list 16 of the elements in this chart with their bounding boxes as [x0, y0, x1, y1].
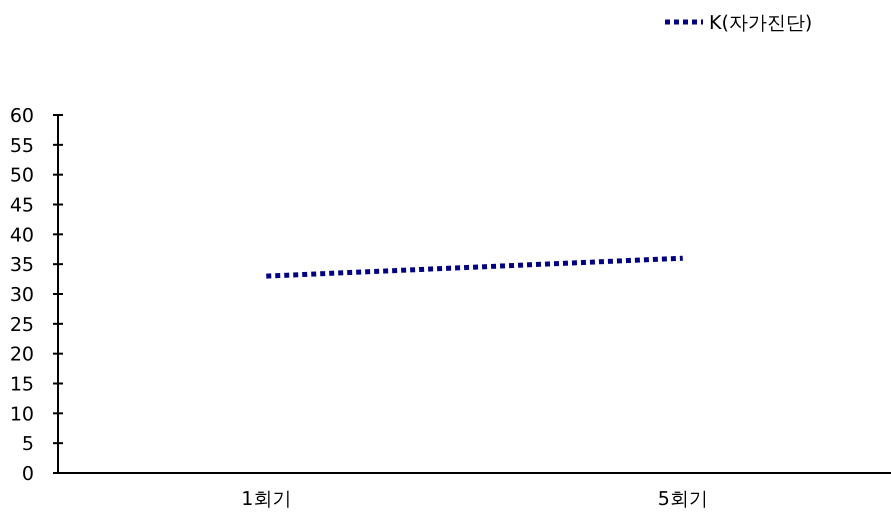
- x-tick-label: 1회기: [241, 488, 292, 510]
- y-tick-label: 55: [10, 134, 34, 157]
- y-tick-label: 35: [10, 254, 34, 276]
- y-tick-label: 5: [22, 433, 34, 456]
- y-tick-label: 60: [10, 105, 34, 127]
- y-tick-label: 40: [10, 224, 34, 246]
- y-tick-label: 0: [22, 463, 34, 485]
- x-tick-label: 5회기: [658, 488, 708, 510]
- y-tick-label: 15: [10, 374, 34, 396]
- y-tick-label: 50: [10, 164, 34, 187]
- y-tick-label: 45: [10, 194, 34, 216]
- y-tick-label: 25: [10, 314, 34, 336]
- y-tick-label: 30: [10, 284, 34, 306]
- y-tick-label: 20: [10, 344, 34, 366]
- y-tick-label: 10: [10, 403, 34, 426]
- legend-label: K(자가진단): [709, 12, 812, 34]
